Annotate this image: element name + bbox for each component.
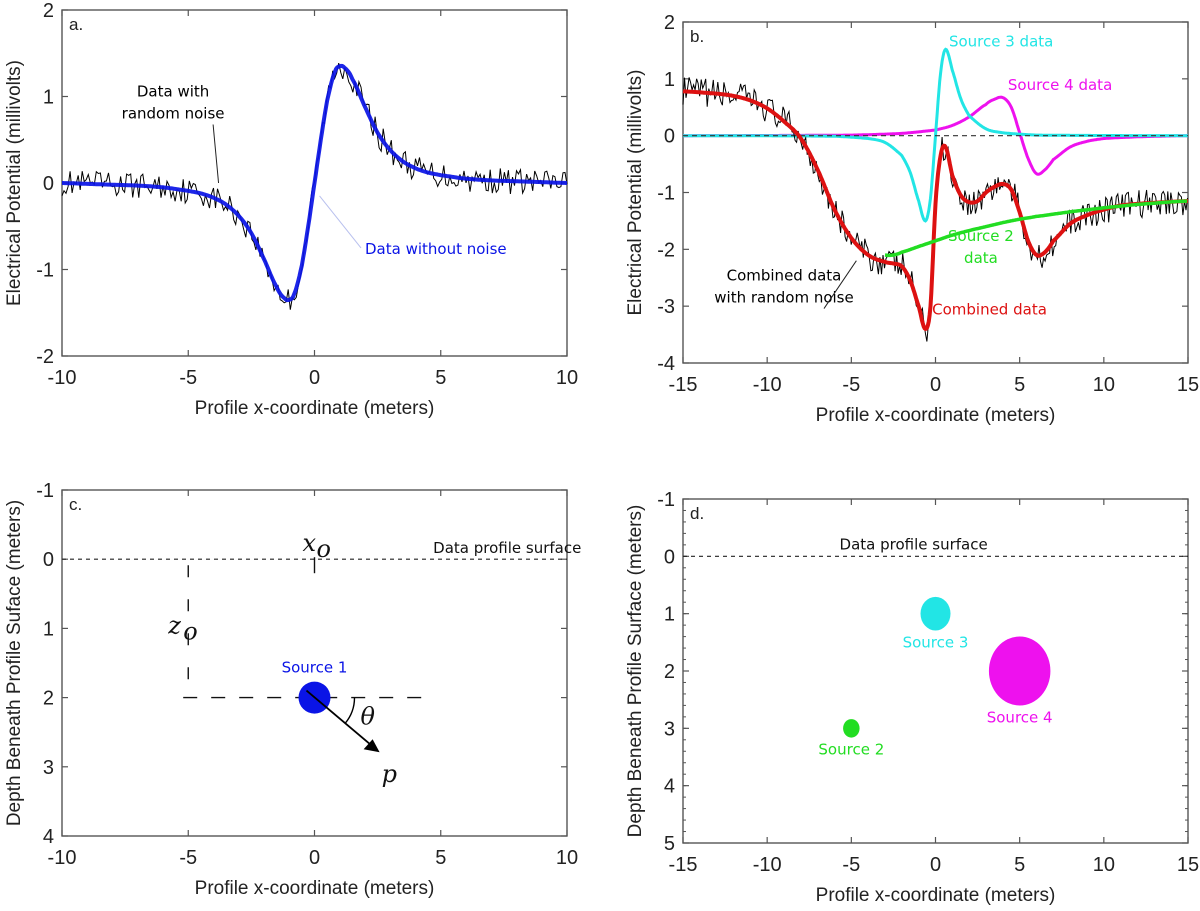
- x0-subscript: o: [317, 535, 331, 563]
- y-tick-label: 3: [664, 718, 675, 740]
- y-tick-label: -1: [657, 489, 675, 511]
- x-axis-title: Profile x-coordinate (meters): [195, 878, 435, 899]
- x-tick-label: 15: [1177, 854, 1199, 876]
- y-tick-label: 1: [664, 69, 675, 91]
- x-tick-label: 10: [556, 847, 578, 869]
- annotation-pointer: [212, 124, 220, 184]
- x-tick-label: 5: [1014, 374, 1025, 396]
- panel-label: a.: [69, 15, 83, 34]
- annotation-pointer: [319, 195, 362, 249]
- y-tick-label: -3: [657, 296, 675, 318]
- source-2-label: Source 2: [818, 741, 884, 759]
- source-2-data-line: [884, 199, 1188, 258]
- y-tick-label: 4: [664, 776, 675, 798]
- x-tick-label: 10: [1093, 374, 1115, 396]
- noise-free-data-line: [62, 63, 567, 303]
- y-tick-label: 2: [664, 12, 675, 34]
- annotation-label: Source 2: [948, 227, 1014, 245]
- x-tick-label: 5: [435, 847, 446, 869]
- source-1-label: Source 1: [282, 659, 348, 677]
- surface-label: Data profile surface: [840, 535, 988, 553]
- y-tick-label: 2: [43, 0, 54, 22]
- annotation-label: Source 3 data: [949, 32, 1053, 50]
- dipole-moment-arrow: [305, 689, 375, 748]
- x-tick-label: 10: [556, 367, 578, 389]
- annotation-pointer: [823, 260, 857, 309]
- x-tick-label: -5: [179, 847, 197, 869]
- y-tick-label: 0: [43, 549, 54, 571]
- y-tick-label: 4: [43, 826, 54, 848]
- annotation-label: Data with: [137, 83, 209, 101]
- y-tick-label: 1: [43, 618, 54, 640]
- y-tick-label: 5: [664, 833, 675, 855]
- panel-label: c.: [69, 495, 82, 514]
- source-3-label: Source 3: [903, 633, 969, 651]
- z0-symbol: z: [167, 611, 181, 639]
- x-tick-label: -10: [753, 374, 782, 396]
- x-tick-label: 10: [1093, 854, 1115, 876]
- x-tick-label: -10: [48, 367, 77, 389]
- annotation-label: Data without noise: [365, 240, 507, 258]
- x-tick-label: 15: [1177, 374, 1199, 396]
- x-axis-title: Profile x-coordinate (meters): [816, 885, 1056, 906]
- panel-label: b.: [690, 27, 704, 46]
- theta-arc: [344, 697, 356, 724]
- source-4-label: Source 4: [987, 708, 1053, 726]
- y-tick-label: -2: [36, 346, 54, 368]
- source-2-marker: [843, 719, 860, 738]
- x-tick-label: -10: [753, 854, 782, 876]
- x-tick-label: 0: [930, 374, 941, 396]
- annotation-label: Combined data: [727, 267, 842, 285]
- y-tick-label: 0: [43, 173, 54, 195]
- y-tick-label: -1: [36, 480, 54, 502]
- y-tick-label: -4: [657, 353, 675, 375]
- arrowhead-icon: [363, 739, 380, 753]
- y-tick-label: -1: [657, 183, 675, 205]
- y-axis-title: Depth Beneath Profile Suface (meters): [4, 500, 25, 826]
- x-tick-label: 5: [435, 367, 446, 389]
- panel-label: d.: [690, 504, 704, 523]
- x-axis-title: Profile x-coordinate (meters): [195, 398, 435, 419]
- annotation-label: data: [964, 249, 998, 267]
- y-tick-label: 1: [43, 87, 54, 109]
- y-tick-label: 2: [43, 688, 54, 710]
- y-axis-title: Depth Beneath Profile Surface (meters): [625, 505, 646, 838]
- y-axis-title: Electrical Potential (millivolts): [625, 69, 646, 315]
- y-tick-label: 0: [664, 126, 675, 148]
- surface-label: Data profile surface: [433, 539, 581, 557]
- theta-symbol: θ: [361, 703, 376, 731]
- x-tick-label: 5: [1014, 854, 1025, 876]
- source-4-marker: [988, 636, 1051, 706]
- y-tick-label: -1: [36, 260, 54, 282]
- x-tick-label: -15: [669, 374, 698, 396]
- x-tick-label: 0: [309, 367, 320, 389]
- source-3-marker: [920, 596, 951, 631]
- y-tick-label: 1: [664, 604, 675, 626]
- x-tick-label: -15: [669, 854, 698, 876]
- annotation-label: Combined data: [932, 301, 1047, 319]
- x-tick-label: 0: [309, 847, 320, 869]
- x-tick-label: 0: [930, 854, 941, 876]
- y-tick-label: -2: [657, 239, 675, 261]
- z0-subscript: o: [183, 617, 197, 645]
- x-axis-title: Profile x-coordinate (meters): [816, 405, 1056, 426]
- x-tick-label: -10: [48, 847, 77, 869]
- y-tick-label: 0: [664, 546, 675, 568]
- dipole-moment-symbol: p: [382, 760, 397, 788]
- annotation-label: with random noise: [714, 289, 853, 307]
- y-axis-title: Electrical Potential (millivolts): [4, 60, 25, 306]
- y-tick-label: 2: [664, 661, 675, 683]
- x-tick-label: -5: [179, 367, 197, 389]
- annotation-label: random noise: [122, 105, 225, 123]
- y-tick-label: 3: [43, 757, 54, 779]
- x-tick-label: -5: [842, 854, 860, 876]
- x0-symbol: x: [303, 529, 317, 557]
- annotation-label: Source 4 data: [1008, 76, 1112, 94]
- x-tick-label: -5: [842, 374, 860, 396]
